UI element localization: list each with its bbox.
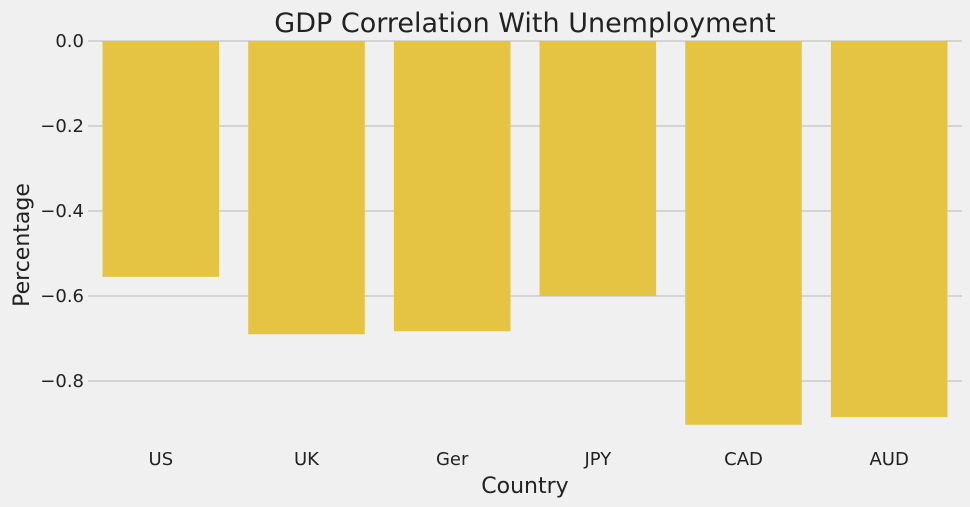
bars xyxy=(102,41,948,425)
y-axis-label: Percentage xyxy=(10,183,35,307)
bar-us xyxy=(102,41,220,277)
x-tick-label: AUD xyxy=(869,449,908,470)
chart-title: GDP Correlation With Unemployment xyxy=(274,8,775,39)
bar-ger xyxy=(393,41,511,332)
bar-aud xyxy=(830,41,948,418)
y-tick-label: 0.0 xyxy=(55,31,84,52)
x-tick-label: CAD xyxy=(724,449,763,470)
bar-cad xyxy=(685,41,802,425)
x-tick-label: JPY xyxy=(583,449,612,470)
y-tick-label: −0.4 xyxy=(40,201,84,222)
x-tick-label: Ger xyxy=(436,449,469,470)
x-tick-label: US xyxy=(149,449,174,470)
bar-jpy xyxy=(539,41,657,296)
y-tick-label: −0.2 xyxy=(40,116,84,137)
y-tick-label: −0.6 xyxy=(40,286,84,307)
y-tick-label: −0.8 xyxy=(40,371,84,392)
x-axis-label: Country xyxy=(481,474,568,499)
gridlines xyxy=(88,40,962,382)
x-tick-labels: US UK Ger JPY CAD AUD xyxy=(149,449,909,470)
bar-uk xyxy=(248,41,365,335)
x-tick-label: UK xyxy=(294,449,320,470)
y-tick-labels: 0.0 −0.2 −0.4 −0.6 −0.8 xyxy=(40,31,84,392)
